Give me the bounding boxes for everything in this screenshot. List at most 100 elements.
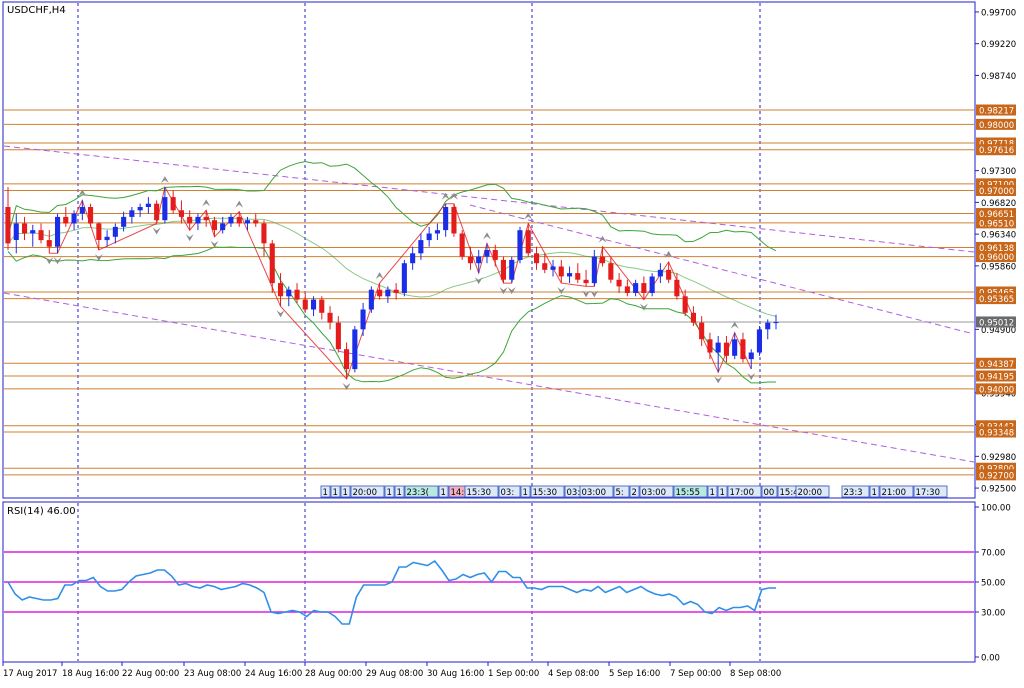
candle-body — [608, 263, 614, 280]
candle-body — [286, 289, 292, 297]
fractal-down-arrow — [714, 376, 723, 384]
price-tick-label: 0.96340 — [981, 231, 1016, 241]
candle-body — [79, 207, 85, 214]
fractal-down-arrow — [94, 254, 103, 261]
event-tag-text: 17:30 — [916, 488, 941, 498]
level-price-label: 0.94000 — [979, 385, 1014, 395]
candle-body — [542, 263, 548, 270]
candle-body — [22, 223, 28, 234]
level-price-label: 0.98000 — [979, 121, 1014, 131]
level-price-label: 0.93348 — [979, 428, 1014, 438]
event-tag-text: 1 — [397, 488, 402, 498]
level-price-box — [976, 469, 1016, 481]
candle-body — [170, 197, 176, 211]
level-price-boxes: 0.982170.980000.977180.976160.971000.970… — [976, 104, 1016, 481]
candle-body — [410, 253, 416, 264]
time-tick-label: 29 Aug 08:00 — [366, 669, 423, 679]
candle-body — [13, 223, 19, 240]
candle-body — [195, 216, 201, 224]
event-tag — [639, 485, 674, 498]
candle-body — [154, 203, 160, 221]
zigzag-line — [49, 185, 752, 380]
level-price-label: 0.94387 — [979, 360, 1014, 370]
level-price-label: 0.95365 — [979, 295, 1014, 305]
event-tag — [350, 485, 385, 498]
rsi-tick-label: 30.00 — [981, 609, 1005, 619]
candle-body — [649, 276, 655, 293]
fractal-down-arrow — [747, 373, 756, 381]
candle-body — [517, 230, 523, 260]
fractal-up-arrow — [78, 189, 87, 197]
fractal-up-arrow — [235, 200, 244, 208]
candle-body — [666, 269, 672, 280]
level-price-box — [976, 286, 1016, 298]
event-tag-text: 20:00 — [798, 488, 823, 498]
candle-body — [426, 233, 432, 241]
current-price-box — [976, 316, 1016, 328]
event-tag — [841, 485, 870, 498]
price-panel-frame — [2, 1, 976, 499]
event-tag — [579, 485, 614, 498]
time-tick-label: 22 Aug 00:00 — [122, 669, 179, 679]
candle-body — [525, 230, 531, 254]
time-axis: 17 Aug 2017 18 Aug 16:00 22 Aug 00:00 23 Au… — [2, 662, 781, 679]
candle-body — [616, 279, 622, 287]
event-tag — [520, 485, 531, 498]
candle-body — [121, 216, 127, 227]
event-tag-text: 00 — [764, 488, 775, 498]
time-tick-label: 7 Sep 00:00 — [670, 669, 721, 679]
candle-body — [211, 220, 217, 231]
time-tick-label: 5 Sep 16:00 — [609, 669, 660, 679]
candle-body — [723, 342, 729, 356]
level-price-label: 0.96138 — [979, 244, 1014, 254]
time-tick-label: 17 Aug 2017 — [3, 669, 57, 679]
rsi-axis: 100.00 70.00 50.00 30.00 0.00 — [975, 504, 1011, 664]
candle-body — [344, 349, 350, 369]
price-tick-label: 0.97300 — [981, 167, 1016, 177]
level-price-box — [976, 241, 1016, 253]
candle-body — [748, 352, 754, 360]
fractal-up-arrow — [375, 272, 384, 280]
event-tag — [707, 485, 718, 498]
candle-body — [368, 289, 374, 310]
event-tag-text: 21:00 — [882, 488, 907, 498]
event-tag — [727, 485, 762, 498]
band-upper — [7, 160, 777, 252]
candle-body — [220, 223, 226, 231]
fractal-up-arrow — [664, 250, 673, 258]
level-price-box — [976, 383, 1016, 395]
event-tag-text: 23:3 — [844, 488, 863, 498]
event-tag — [795, 485, 830, 498]
candle-body — [137, 207, 143, 211]
candle-body — [187, 216, 193, 224]
candle-body — [352, 329, 358, 370]
candle-body — [550, 266, 556, 270]
candle-body — [145, 203, 151, 207]
event-tag-text: 15:30 — [467, 488, 492, 498]
band-middle — [7, 217, 777, 317]
event-tag — [498, 485, 521, 498]
candle-body — [261, 223, 267, 244]
candle-body — [55, 216, 61, 247]
level-price-box — [976, 217, 1016, 229]
rsi-tick-label: 70.00 — [981, 549, 1005, 559]
candle-body — [657, 269, 663, 277]
event-tag — [761, 485, 778, 498]
event-tag — [629, 485, 640, 498]
level-price-label: 0.98217 — [979, 106, 1014, 116]
candle-body — [756, 329, 762, 353]
event-tag-text: 15:45 — [780, 488, 805, 498]
price-tick-label: 0.92980 — [981, 453, 1016, 463]
event-tag-text: 1 — [720, 488, 725, 498]
level-price-box — [976, 462, 1016, 474]
price-tick-label: 0.96820 — [981, 199, 1016, 209]
candle-body — [434, 230, 440, 234]
candle-body — [178, 210, 184, 217]
candle-body — [38, 230, 44, 241]
level-price-label: 0.96651 — [979, 210, 1014, 220]
level-price-label: 0.94195 — [979, 372, 1014, 382]
candle-body — [600, 256, 606, 264]
event-tag — [320, 485, 331, 498]
